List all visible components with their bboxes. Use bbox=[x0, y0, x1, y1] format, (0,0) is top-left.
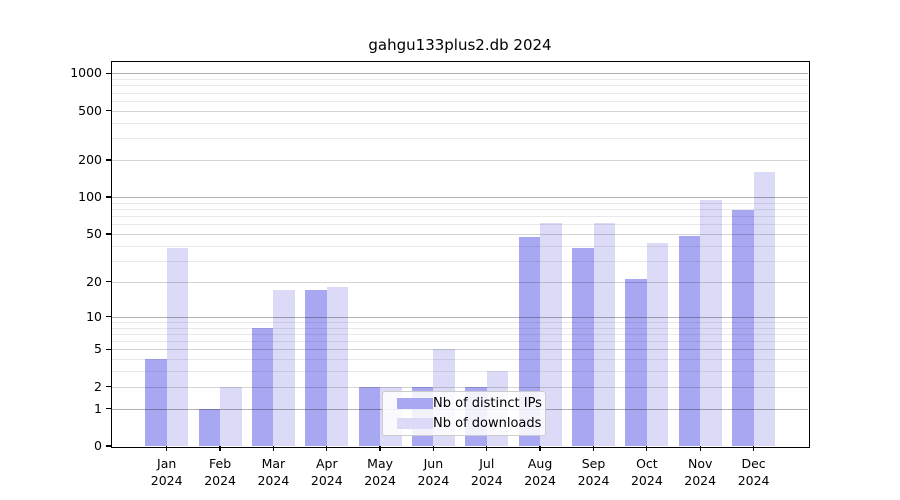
legend-row-distinct-ips: Nb of distinct IPs bbox=[397, 396, 542, 411]
x-tick-mark bbox=[219, 446, 221, 451]
x-tick-label: Dec 2024 bbox=[737, 456, 770, 488]
y-tick-label: 20 bbox=[86, 273, 102, 289]
y-tick-mark bbox=[106, 196, 111, 198]
y-tick-mark bbox=[106, 386, 111, 388]
x-tick-label: Jan 2024 bbox=[150, 456, 183, 488]
chart-title: gahgu133plus2.db 2024 bbox=[368, 36, 552, 54]
bar-distinct-ips-nov bbox=[678, 236, 701, 446]
x-tick-mark bbox=[539, 446, 541, 451]
plot-area: 0 1 2 5 10 20 50 100 200 500 1000 Jan 2024 Feb 2024 M… bbox=[70, 60, 810, 488]
x-tick-mark bbox=[752, 446, 755, 451]
bar-distinct-ips-may bbox=[358, 386, 381, 446]
x-tick-mark bbox=[646, 446, 648, 451]
y-tick-label: 50 bbox=[86, 225, 102, 241]
bar-distinct-ips-dec bbox=[732, 210, 754, 446]
x-tick-label: Feb 2024 bbox=[204, 456, 236, 488]
legend-label-distinct-ips: Nb of distinct IPs bbox=[433, 396, 542, 411]
x-tick-label: Jun 2024 bbox=[417, 456, 450, 488]
bar-distinct-ips-mar bbox=[251, 327, 274, 446]
bar-downloads-mar bbox=[273, 290, 295, 446]
bar-distinct-ips-sep bbox=[572, 248, 594, 446]
x-tick-label: Aug 2024 bbox=[524, 456, 556, 488]
y-tick-label: 200 bbox=[78, 151, 102, 167]
bar-distinct-ips-feb bbox=[198, 408, 221, 446]
y-tick-mark bbox=[106, 316, 111, 318]
x-tick-label: Apr 2024 bbox=[310, 456, 343, 488]
y-tick-label: 1000 bbox=[70, 65, 102, 81]
y-tick-mark bbox=[106, 281, 111, 283]
y-tick-label: 5 bbox=[94, 341, 102, 357]
y-tick-label: 10 bbox=[86, 308, 102, 324]
x-tick-label: Oct 2024 bbox=[630, 456, 663, 488]
y-tick-mark bbox=[106, 445, 111, 447]
bar-downloads-nov bbox=[700, 199, 722, 446]
x-tick-label: Nov 2024 bbox=[684, 456, 717, 488]
y-tick-label: 2 bbox=[94, 378, 102, 394]
y-tick-mark bbox=[106, 233, 111, 235]
x-tick-mark bbox=[379, 446, 381, 451]
bar-downloads-jan bbox=[166, 248, 189, 446]
x-tick-mark bbox=[326, 446, 328, 451]
y-tick-label: 0 bbox=[94, 438, 102, 453]
y-tick-mark bbox=[106, 72, 111, 74]
bar-downloads-oct bbox=[646, 243, 669, 446]
bar-downloads-aug bbox=[540, 223, 562, 446]
x-tick-label: Mar 2024 bbox=[257, 456, 290, 488]
y-tick-label: 500 bbox=[78, 102, 102, 118]
y-tick-mark bbox=[106, 110, 111, 112]
bar-distinct-ips-apr bbox=[305, 290, 327, 446]
x-tick-mark bbox=[486, 446, 488, 451]
y-tick-label: 1 bbox=[94, 400, 102, 416]
x-tick-mark bbox=[432, 446, 435, 451]
x-tick-mark bbox=[272, 446, 275, 451]
bar-downloads-dec bbox=[753, 171, 776, 446]
x-tick-label: Jul 2024 bbox=[470, 456, 503, 488]
bar-downloads-apr bbox=[326, 287, 349, 446]
bars-layer bbox=[112, 62, 808, 446]
bar-distinct-ips-jan bbox=[145, 359, 167, 446]
legend-label-downloads: Nb of downloads bbox=[433, 416, 542, 431]
legend-row-downloads: Nb of downloads bbox=[397, 416, 541, 431]
x-tick-label: May 2024 bbox=[364, 456, 396, 488]
x-tick-mark bbox=[166, 446, 168, 451]
legend-swatch-distinct-ips-icon bbox=[397, 398, 433, 409]
bar-downloads-sep bbox=[593, 222, 615, 446]
x-tick-label: Sep 2024 bbox=[577, 456, 610, 488]
x-tick-mark bbox=[592, 446, 595, 451]
legend: Nb of distinct IPs Nb of downloads bbox=[382, 391, 546, 436]
bar-downloads-feb bbox=[220, 386, 242, 446]
legend-swatch-downloads-icon bbox=[397, 418, 433, 429]
y-tick-label: 100 bbox=[78, 189, 102, 205]
y-tick-mark bbox=[106, 159, 111, 161]
x-tick-mark bbox=[699, 446, 701, 451]
y-tick-mark bbox=[106, 407, 111, 410]
bar-distinct-ips-oct bbox=[625, 279, 647, 446]
y-tick-mark bbox=[106, 348, 111, 351]
